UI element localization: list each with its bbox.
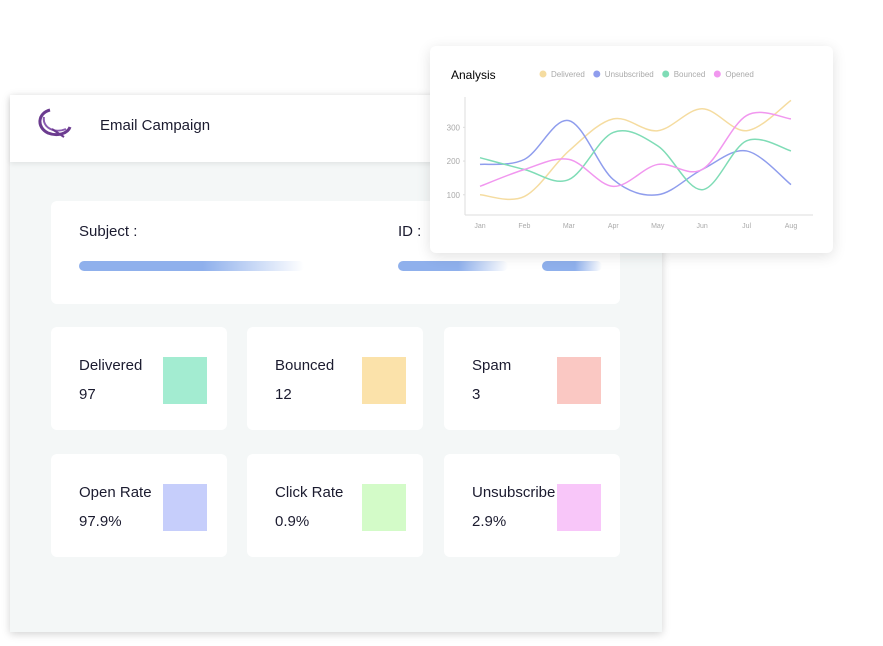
stat-value: 97.9% xyxy=(79,513,122,530)
legend-dot xyxy=(593,70,601,78)
subject-label: Subject : xyxy=(79,223,138,240)
line-series xyxy=(479,119,792,196)
stat-card: Spam 3 xyxy=(444,327,620,430)
stat-swatch xyxy=(163,357,207,404)
stat-card: Unsubscribe 2.9% xyxy=(444,454,620,557)
x-tick-label: Apr xyxy=(608,223,620,230)
x-tick-label: Jul xyxy=(742,223,751,230)
stat-value: 2.9% xyxy=(472,513,507,530)
y-tick-label: 200 xyxy=(447,157,461,166)
stat-value: 12 xyxy=(275,386,292,403)
stat-label: Delivered xyxy=(79,357,143,374)
legend-label: Delivered xyxy=(551,70,585,79)
id-bar xyxy=(542,261,602,271)
legend-dot xyxy=(662,70,670,78)
stat-value: 3 xyxy=(472,386,481,403)
logo xyxy=(38,108,72,138)
legend-dot xyxy=(539,70,547,78)
x-tick-label: Feb xyxy=(518,223,530,230)
app-title: Email Campaign xyxy=(100,117,211,134)
y-tick-label: 100 xyxy=(447,191,461,200)
id-bar xyxy=(398,261,508,271)
stat-swatch xyxy=(362,357,406,404)
stat-card: Bounced 12 xyxy=(247,327,423,430)
stat-label: Open Rate xyxy=(79,484,152,501)
legend-label: Opened xyxy=(725,70,753,79)
stat-label: Click Rate xyxy=(275,484,344,501)
line-series xyxy=(479,111,792,188)
stat-label: Unsubscribe xyxy=(472,484,556,501)
x-tick-label: Mar xyxy=(563,223,576,230)
subject-bar xyxy=(79,261,304,271)
stat-swatch xyxy=(362,484,406,531)
stat-label: Spam xyxy=(472,357,512,374)
line-series xyxy=(479,99,792,201)
stat-card: Click Rate 0.9% xyxy=(247,454,423,557)
stat-label: Bounced xyxy=(275,357,335,374)
x-tick-label: May xyxy=(651,223,665,230)
chart-panel: Analysis Delivered Unsubscribed Bounced Open… xyxy=(430,46,833,253)
chart-title: Analysis xyxy=(451,68,496,82)
legend-label: Bounced xyxy=(674,70,706,79)
stat-card: Open Rate 97.9% xyxy=(51,454,227,557)
stat-card: Delivered 97 xyxy=(51,327,227,430)
stat-swatch xyxy=(163,484,207,531)
stat-swatch xyxy=(557,484,601,531)
x-tick-label: Aug xyxy=(785,223,798,230)
legend-label: Unsubscribed xyxy=(605,70,654,79)
stat-value: 97 xyxy=(79,386,96,403)
stat-value: 0.9% xyxy=(275,513,310,530)
x-tick-label: Jun xyxy=(696,223,707,230)
legend-dot xyxy=(713,70,721,78)
line-series xyxy=(479,130,792,191)
y-tick-label: 300 xyxy=(447,123,461,132)
id-label: ID : xyxy=(398,223,422,240)
chart: Analysis Delivered Unsubscribed Bounced Open… xyxy=(447,68,813,230)
x-tick-label: Jan xyxy=(474,223,485,230)
stat-swatch xyxy=(557,357,601,404)
